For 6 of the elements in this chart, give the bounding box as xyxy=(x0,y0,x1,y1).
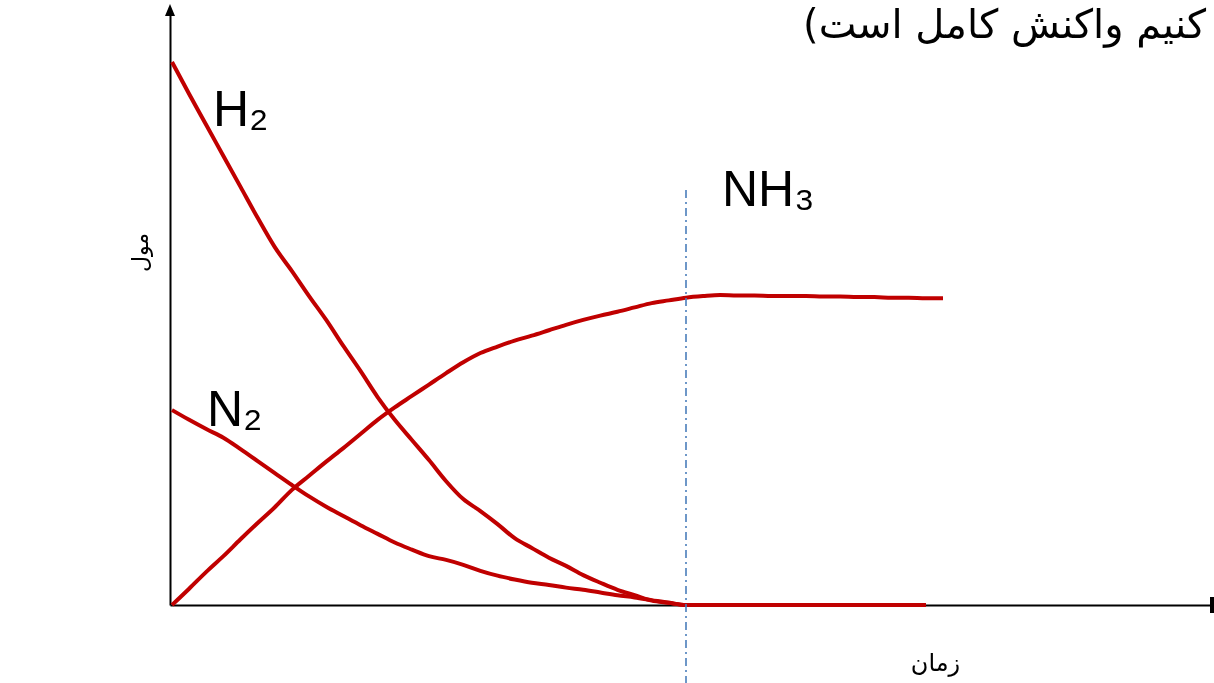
chart-title: کنیم واکنش کامل است) xyxy=(803,1,1207,48)
series-label: NH₃ xyxy=(722,161,815,217)
series-label: N₂ xyxy=(207,381,263,437)
x-axis-title: زمان xyxy=(910,648,961,677)
series-label: H₂ xyxy=(213,81,269,137)
y-axis-title: مول xyxy=(127,232,153,273)
